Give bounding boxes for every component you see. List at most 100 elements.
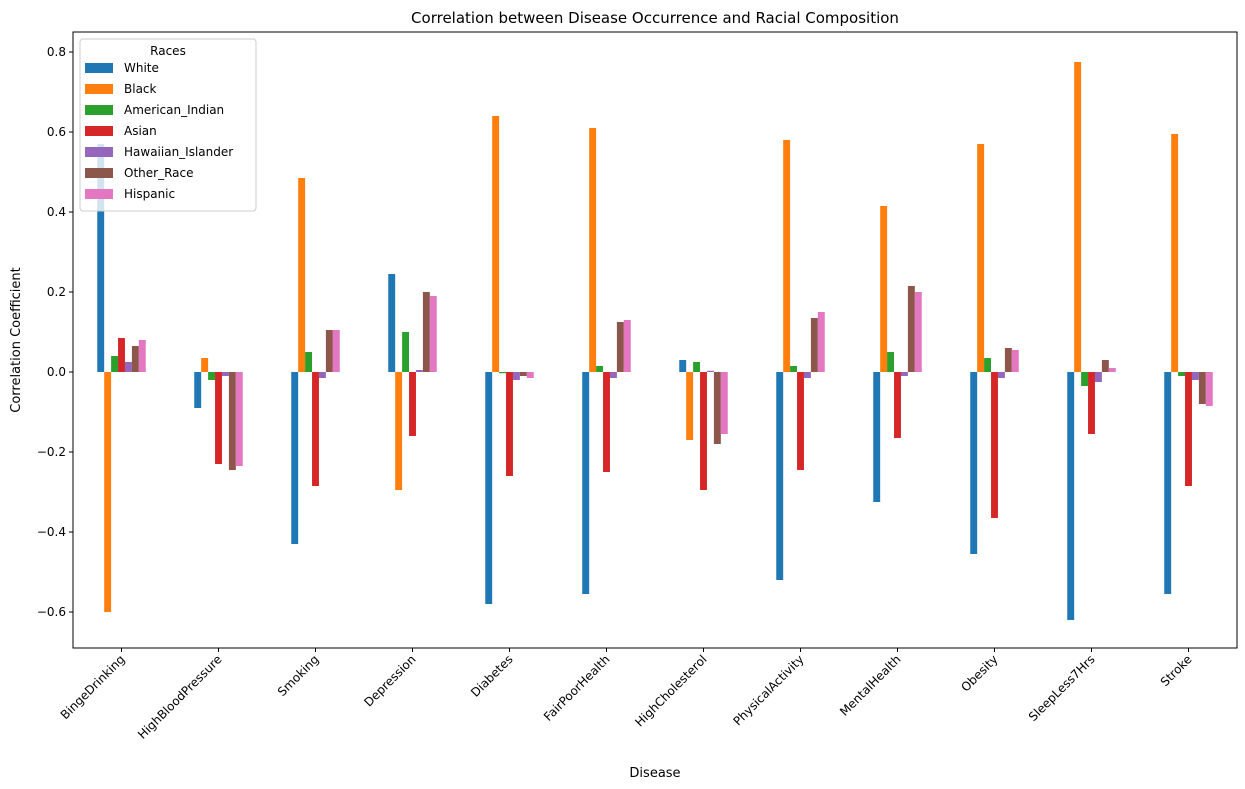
legend-label: Asian [124, 124, 157, 138]
x-tick-label: Stroke [1158, 652, 1195, 689]
bar-asian-obesity [991, 372, 998, 518]
bar-asian-diabetes [506, 372, 513, 476]
bar-american_indian-diabetes [499, 372, 507, 374]
bar-asian-fairpoorhealth [603, 372, 610, 472]
bar-other_race-physicalactivity [810, 318, 818, 372]
bar-american_indian-depression [402, 332, 410, 372]
bar-other_race-bingedrinking [131, 346, 139, 372]
legend-label: Black [124, 82, 157, 96]
x-tick-label: Smoking [275, 652, 322, 699]
y-tick-label: −0.2 [37, 445, 66, 459]
bar-asian-depression [409, 372, 416, 436]
bar-white-depression [388, 274, 396, 372]
bar-hawaiian_islander-sleepless7hrs [1094, 372, 1102, 382]
bar-asian-physicalactivity [797, 372, 804, 470]
bar-black-mentalhealth [880, 206, 888, 372]
bar-white-diabetes [485, 372, 493, 604]
bar-other_race-stroke [1198, 372, 1206, 404]
y-tick-label: −0.6 [37, 605, 66, 619]
x-axis-label: Disease [629, 766, 680, 781]
bar-american_indian-sleepless7hrs [1081, 372, 1089, 386]
bar-hawaiian_islander-obesity [997, 372, 1005, 378]
bar-other_race-smoking [325, 330, 333, 372]
bar-hispanic-highbloodpressure [235, 372, 243, 466]
bar-hawaiian_islander-physicalactivity [803, 372, 811, 378]
bar-white-physicalactivity [776, 372, 784, 580]
y-tick-label: 0.0 [47, 365, 66, 379]
bar-american_indian-obesity [984, 358, 992, 372]
bar-hispanic-bingedrinking [138, 340, 146, 372]
x-tick-label: FairPoorHealth [541, 652, 613, 724]
bar-hawaiian_islander-highbloodpressure [221, 372, 229, 376]
bar-other_race-highbloodpressure [228, 372, 236, 470]
x-tick-label: Depression [361, 652, 418, 709]
x-tick-label: HighCholesterol [632, 652, 709, 729]
legend-swatch-other_race [85, 168, 113, 178]
bar-hawaiian_islander-depression [415, 370, 423, 372]
x-tick-label: HighBloodPressure [135, 652, 225, 742]
bar-hawaiian_islander-smoking [318, 372, 326, 378]
legend-swatch-asian [85, 126, 113, 136]
legend [79, 38, 257, 212]
bar-hawaiian_islander-highcholesterol [706, 370, 714, 372]
bar-american_indian-bingedrinking [111, 356, 119, 372]
bar-white-mentalhealth [873, 372, 881, 502]
bar-black-obesity [977, 144, 985, 372]
bar-hispanic-highcholesterol [720, 372, 728, 434]
bar-white-highbloodpressure [194, 372, 202, 408]
bar-other_race-diabetes [519, 372, 527, 376]
bar-hawaiian_islander-bingedrinking [124, 362, 132, 372]
bar-hawaiian_islander-stroke [1191, 372, 1199, 380]
bar-asian-smoking [312, 372, 319, 486]
bar-other_race-mentalhealth [907, 286, 915, 372]
bar-hispanic-obesity [1011, 350, 1019, 372]
bar-black-highcholesterol [686, 372, 694, 440]
y-tick-label: 0.4 [47, 205, 66, 219]
bar-american_indian-smoking [305, 352, 313, 372]
bar-hispanic-sleepless7hrs [1108, 368, 1116, 372]
bar-hispanic-smoking [332, 330, 340, 372]
legend-swatch-hispanic [85, 189, 113, 199]
legend-swatch-black [85, 84, 113, 94]
bar-asian-highcholesterol [700, 372, 707, 490]
bar-white-bingedrinking [97, 144, 105, 372]
bar-other_race-highcholesterol [713, 372, 721, 444]
bar-black-sleepless7hrs [1074, 62, 1082, 372]
bar-white-smoking [291, 372, 299, 544]
y-tick-label: 0.8 [47, 45, 66, 59]
plot-frame [72, 31, 1238, 649]
legend-title: Races [150, 44, 186, 58]
x-tick-label: MentalHealth [837, 652, 904, 719]
legend-label: Hawaiian_Islander [124, 145, 233, 159]
y-axis-label: Correlation Coefficient [9, 267, 24, 413]
bar-hawaiian_islander-diabetes [512, 372, 520, 380]
bar-american_indian-fairpoorhealth [596, 366, 604, 372]
bar-black-bingedrinking [104, 372, 112, 612]
x-tick-label: Obesity [958, 652, 1000, 694]
bar-hispanic-depression [429, 296, 437, 372]
bar-black-stroke [1171, 134, 1179, 372]
y-tick-label: 0.2 [47, 285, 66, 299]
legend-swatch-white [85, 63, 113, 73]
bar-white-fairpoorhealth [582, 372, 590, 594]
x-tick-label: PhysicalActivity [730, 652, 806, 728]
bar-black-highbloodpressure [201, 358, 209, 372]
bar-hispanic-diabetes [526, 372, 534, 378]
bar-other_race-depression [422, 292, 430, 372]
chart-title: Correlation between Disease Occurrence a… [411, 9, 899, 27]
bar-hispanic-physicalactivity [817, 312, 825, 372]
legend-swatch-american_indian [85, 105, 113, 115]
x-tick-label: BingeDrinking [58, 652, 128, 722]
bar-asian-bingedrinking [118, 338, 125, 372]
bar-american_indian-physicalactivity [790, 366, 798, 372]
bar-hawaiian_islander-fairpoorhealth [609, 372, 617, 378]
bar-black-diabetes [492, 116, 500, 372]
bar-hawaiian_islander-mentalhealth [900, 372, 908, 376]
bar-american_indian-mentalhealth [887, 352, 895, 372]
bar-american_indian-stroke [1178, 372, 1186, 376]
bar-asian-mentalhealth [894, 372, 901, 438]
bar-white-highcholesterol [679, 360, 687, 372]
bar-white-obesity [970, 372, 978, 554]
legend-label: American_Indian [124, 103, 224, 117]
